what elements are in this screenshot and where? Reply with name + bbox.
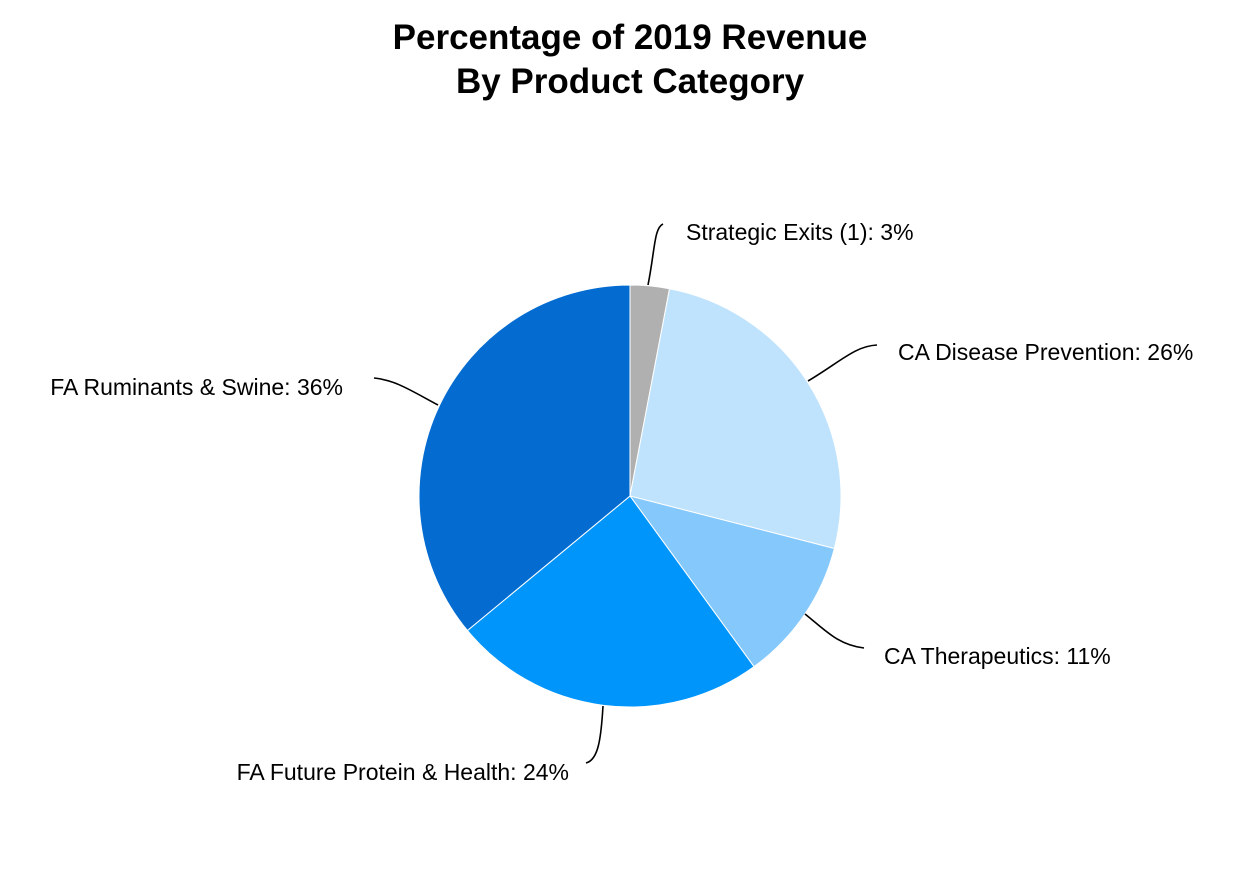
leader-line-strategic-exits-1 (647, 223, 664, 286)
leader-line-ca-disease-prevention (807, 344, 878, 382)
pie-slice-fa-future-protein-health (466, 495, 755, 708)
chart-title-line-2: By Product Category (455, 62, 805, 101)
pie-slices (418, 284, 842, 708)
pie-slice-ca-disease-prevention (629, 288, 842, 550)
slice-label-strategic-exits-1: Strategic Exits (1): 3% (686, 219, 914, 245)
pie-slice-ca-therapeutics (628, 495, 835, 668)
slice-label-fa-ruminants-swine: FA Ruminants & Swine: 36% (50, 374, 343, 400)
slice-label-ca-therapeutics: CA Therapeutics: 11% (884, 643, 1111, 669)
slice-label-fa-future-protein-health: FA Future Protein & Health: 24% (237, 759, 569, 785)
leader-line-ca-therapeutics (804, 613, 865, 649)
chart-title-line-1: Percentage of 2019 Revenue (392, 18, 868, 57)
pie-slice-fa-ruminants-swine (418, 284, 631, 632)
leader-line-fa-ruminants-swine (373, 377, 439, 406)
chart-title: Percentage of 2019 Revenue By Product Ca… (0, 16, 1260, 104)
slice-label-ca-disease-prevention: CA Disease Prevention: 26% (898, 339, 1193, 365)
leader-line-fa-future-protein-health (585, 705, 604, 764)
